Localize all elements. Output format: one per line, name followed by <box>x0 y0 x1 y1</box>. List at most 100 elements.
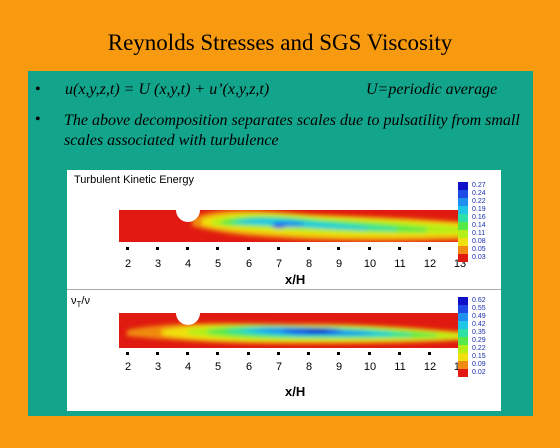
legend-swatch <box>458 230 468 238</box>
legend-value: 0.35 <box>472 329 486 336</box>
x-tick-label: 5 <box>214 258 222 270</box>
tick-mark <box>126 247 129 250</box>
tick-mark <box>398 352 401 355</box>
tick-mark <box>216 352 219 355</box>
legend-value: 0.24 <box>472 190 486 197</box>
legend-value: 0.16 <box>472 214 486 221</box>
legend-value: 0.55 <box>472 305 486 312</box>
legend-swatch <box>458 238 468 246</box>
x-tick-label: 11 <box>394 361 406 373</box>
legend-swatch <box>458 369 468 377</box>
legend-swatch <box>458 321 468 329</box>
tick-mark <box>156 352 159 355</box>
tick-mark <box>398 247 401 250</box>
legend-swatch <box>458 182 468 190</box>
panel-title: Turbulent Kinetic Energy <box>74 174 195 186</box>
tick-mark <box>186 247 189 250</box>
x-tick-label: 7 <box>275 258 283 270</box>
legend-swatch <box>458 337 468 345</box>
tick-mark <box>156 247 159 250</box>
legend-value: 0.03 <box>472 254 486 261</box>
tick-mark <box>186 352 189 355</box>
x-tick-label: 9 <box>335 258 343 270</box>
bullet-marker: • <box>35 81 41 98</box>
legend-swatch <box>458 206 468 214</box>
sgs-viscosity-contour-plot <box>119 313 465 348</box>
tick-mark <box>216 247 219 250</box>
legend-swatch <box>458 345 468 353</box>
x-tick-label: 10 <box>363 361 377 373</box>
legend-value: 0.19 <box>472 206 486 213</box>
x-tick-label: 12 <box>423 361 437 373</box>
x-tick-label: 2 <box>124 258 132 270</box>
tick-mark <box>307 247 310 250</box>
x-tick-label: 5 <box>214 361 222 373</box>
bullet-marker: • <box>35 111 41 128</box>
bullet-text: The above decomposition separates scales… <box>64 112 520 149</box>
periodic-average-note: U=periodic average <box>366 81 498 98</box>
legend-value: 0.05 <box>472 246 486 253</box>
tick-mark <box>428 352 431 355</box>
legend-swatch <box>458 353 468 361</box>
legend-swatch <box>458 305 468 313</box>
x-axis-label: x/H <box>285 384 306 399</box>
tke-contour-plot <box>119 210 465 242</box>
tick-mark <box>307 352 310 355</box>
legend-value: 0.29 <box>472 337 486 344</box>
legend-value: 0.27 <box>472 182 486 189</box>
legend-value: 0.08 <box>472 238 486 245</box>
legend-swatch <box>458 222 468 230</box>
x-tick-label: 4 <box>184 258 192 270</box>
panel-title: νT/ν <box>71 295 90 310</box>
tick-mark <box>368 352 371 355</box>
x-tick-label: 12 <box>423 258 437 270</box>
tick-mark <box>337 352 340 355</box>
tick-mark <box>368 247 371 250</box>
x-axis-label: x/H <box>285 272 306 287</box>
content-box: • u(x,y,z,t) = U (x,y,t) + u’(x,y,z,t) U… <box>28 71 533 416</box>
x-tick-label: 9 <box>335 361 343 373</box>
tick-mark <box>277 247 280 250</box>
x-tick-label: 8 <box>305 258 313 270</box>
legend-swatch <box>458 313 468 321</box>
x-tick-label: 3 <box>154 361 162 373</box>
x-tick-label: 3 <box>154 258 162 270</box>
x-tick-label: 4 <box>184 361 192 373</box>
tick-mark <box>428 247 431 250</box>
legend-swatch <box>458 254 468 262</box>
tick-mark <box>277 352 280 355</box>
legend-value: 0.22 <box>472 198 486 205</box>
legend-value: 0.14 <box>472 222 486 229</box>
sgs-viscosity-panel: νT/ν <box>67 290 501 411</box>
legend-value: 0.15 <box>472 353 486 360</box>
legend-value: 0.11 <box>472 230 486 237</box>
legend-swatch <box>458 297 468 305</box>
simulation-figure: Turbulent Kinetic Energy <box>67 170 501 411</box>
legend-swatch <box>458 361 468 369</box>
panel-divider <box>67 289 501 290</box>
x-tick-label: 10 <box>363 258 377 270</box>
legend-swatch <box>458 214 468 222</box>
slide-title: Reynolds Stresses and SGS Viscosity <box>107 30 453 55</box>
legend-swatch <box>458 329 468 337</box>
x-tick-label: 8 <box>305 361 313 373</box>
legend-value: 0.02 <box>472 369 486 376</box>
x-tick-label: 7 <box>275 361 283 373</box>
x-tick-label: 6 <box>245 258 253 270</box>
tick-mark <box>247 247 250 250</box>
legend-value: 0.49 <box>472 313 486 320</box>
decomposition-equation: u(x,y,z,t) = U (x,y,t) + u’(x,y,z,t) <box>65 81 270 98</box>
x-tick-label: 2 <box>124 361 132 373</box>
tick-mark <box>247 352 250 355</box>
tick-mark <box>337 247 340 250</box>
legend-value: 0.42 <box>472 321 486 328</box>
x-tick-label: 11 <box>394 258 406 270</box>
legend-swatch <box>458 190 468 198</box>
legend-value: 0.09 <box>472 361 486 368</box>
tke-panel: Turbulent Kinetic Energy <box>67 170 501 289</box>
tick-mark <box>126 352 129 355</box>
x-tick-label: 6 <box>245 361 253 373</box>
legend-swatch <box>458 246 468 254</box>
legend-value: 0.22 <box>472 345 486 352</box>
